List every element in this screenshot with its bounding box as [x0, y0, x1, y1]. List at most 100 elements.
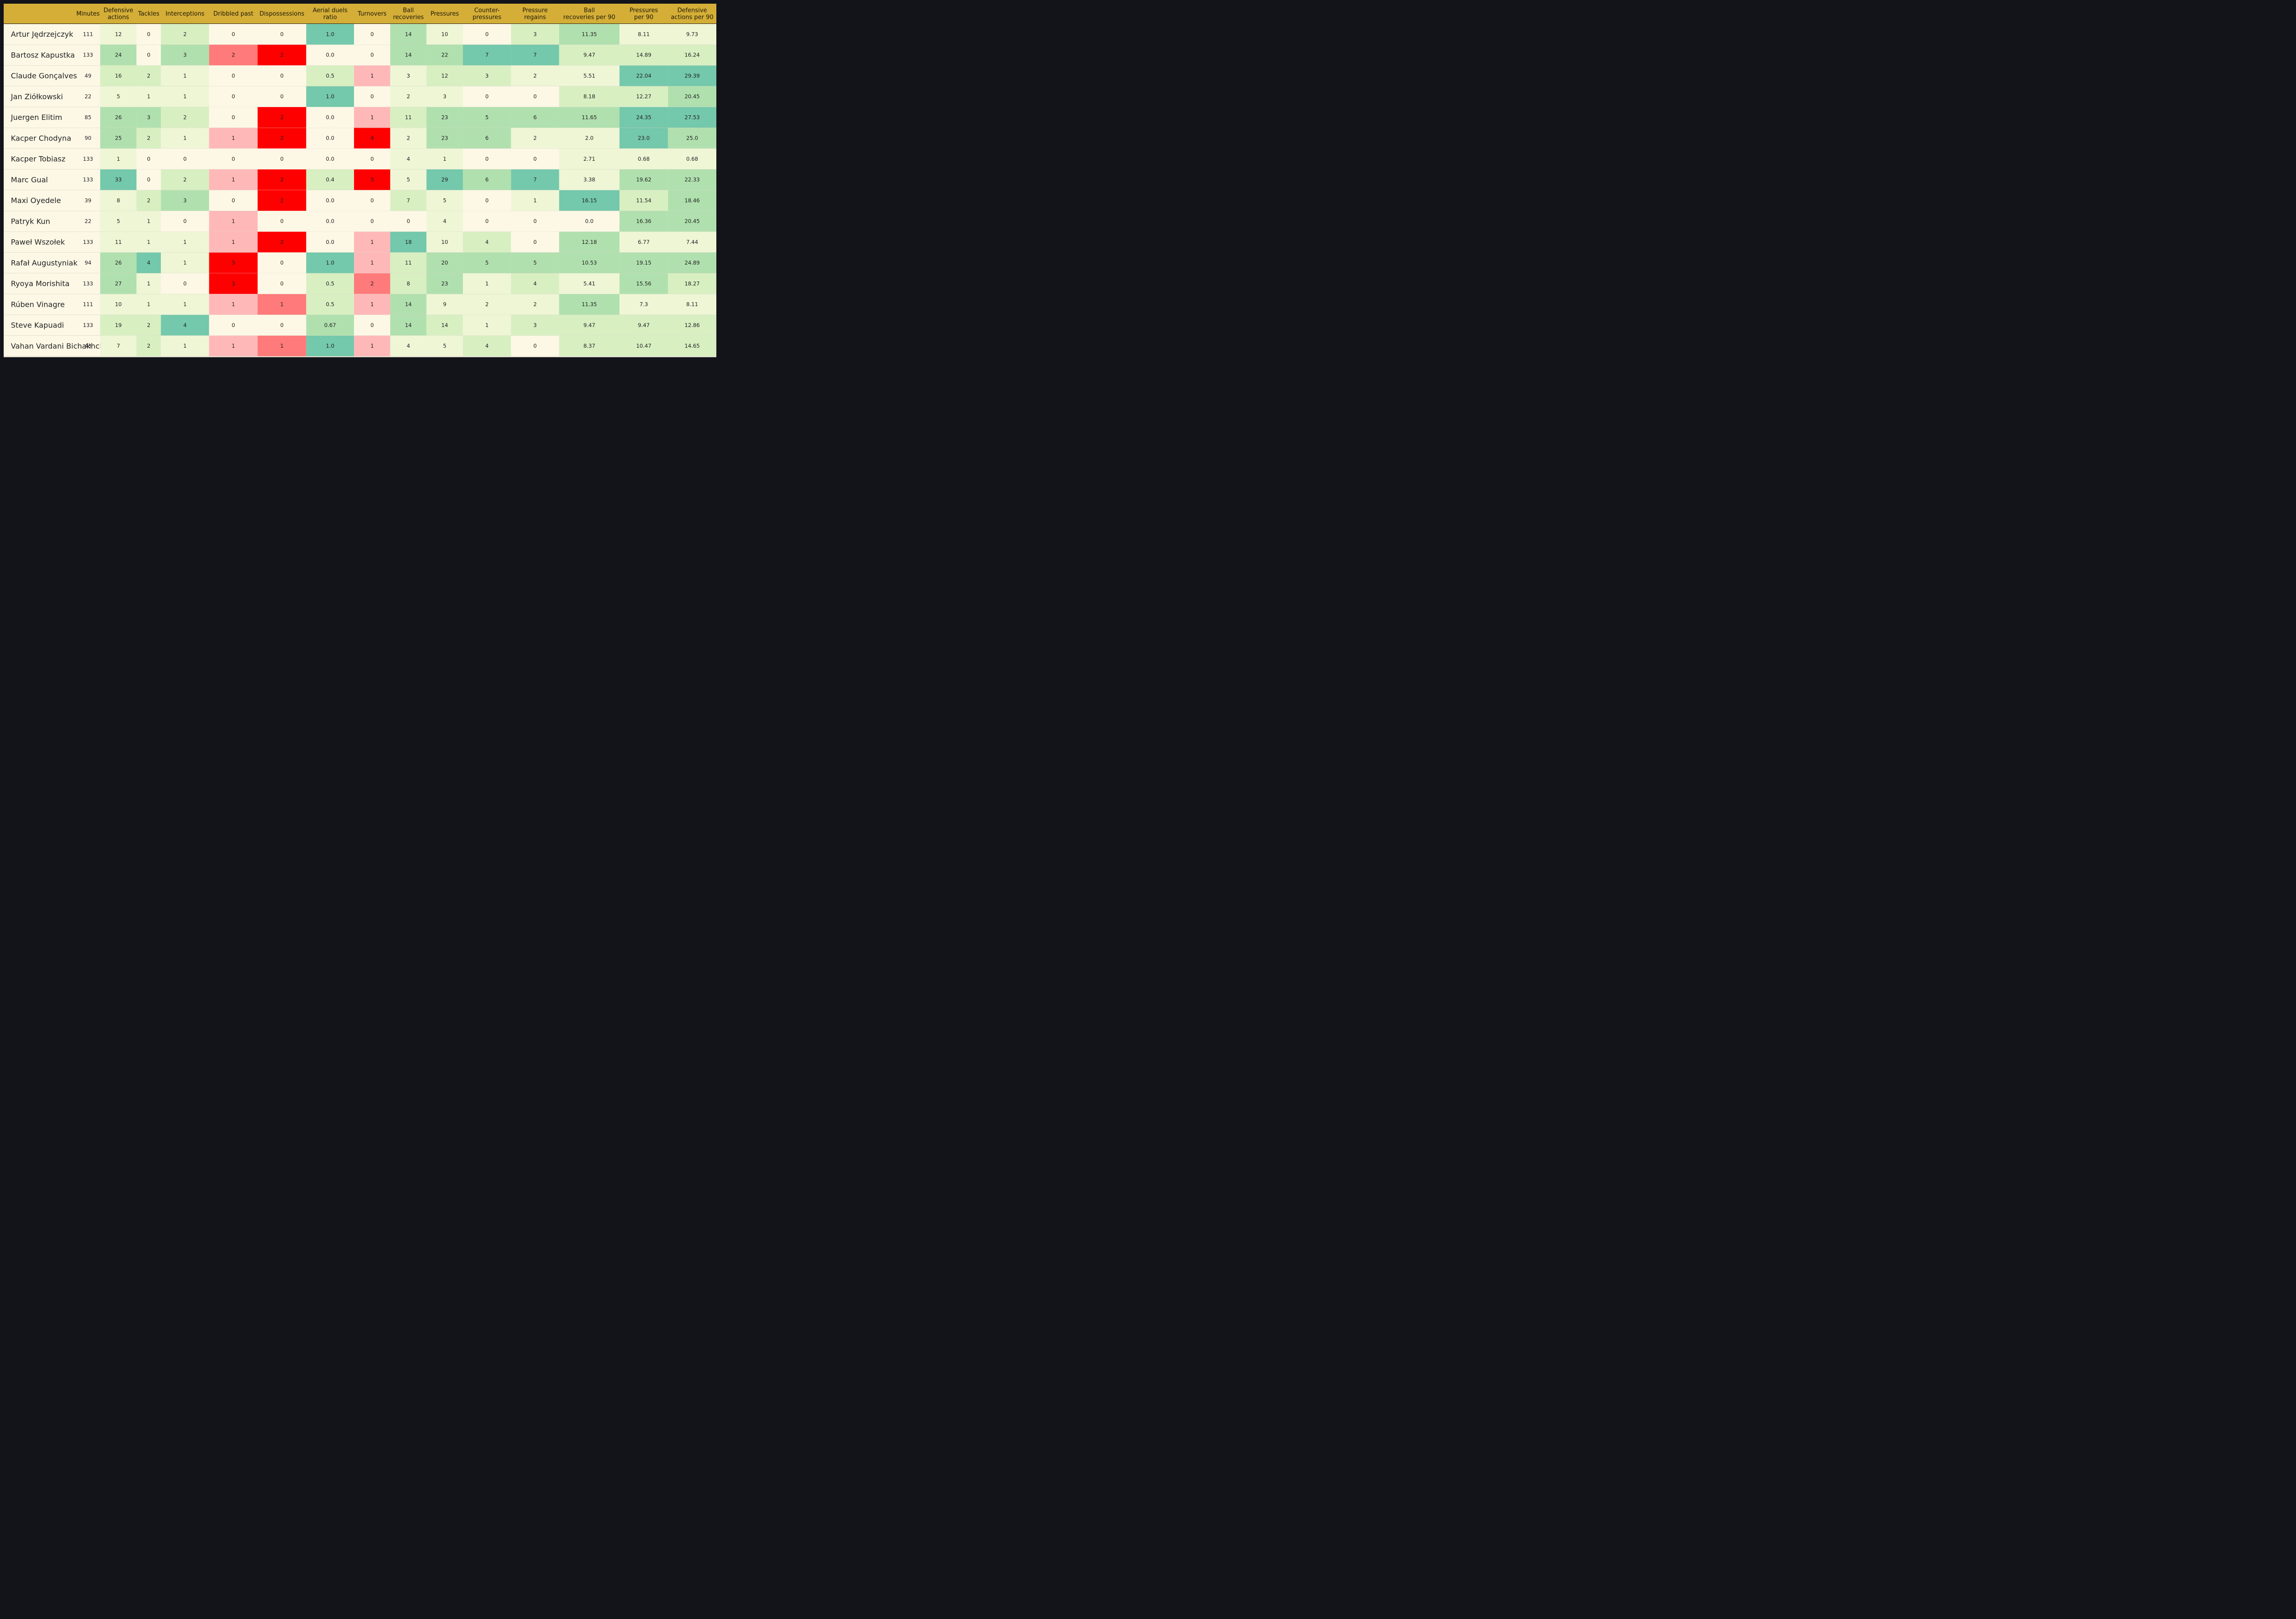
cell-pressures-per-90: 9.47: [619, 315, 668, 336]
player-name: Kacper Tobiasz: [11, 154, 66, 164]
table-row: Rúben Vinagre 111 10 1 1 1 1 0.5 1 14 9 2 2 11.35 7.3 8…: [4, 294, 716, 315]
player-name: Vahan Vardani Bichakhchyan: [11, 341, 118, 350]
cell-minutes: 133: [83, 156, 93, 162]
stats-table-canvas: Minutes Defensive actions Tackles Intercept…: [0, 0, 720, 361]
cell-ball-recoveries-per-90: 8.18: [559, 86, 620, 107]
cell-interceptions: 1: [161, 65, 209, 86]
cell-interceptions: 0: [161, 273, 209, 294]
cell-dispossessions: 2: [257, 128, 306, 149]
cell-tackles: 1: [136, 273, 161, 294]
table-row: Kacper Tobiasz 133 1 0 0 0 0 0.0 0 4 1 0 0 2.71 0.68 0.…: [4, 148, 716, 169]
cell-ball-recoveries: 5: [390, 169, 427, 190]
cell-minutes: 133: [83, 176, 93, 183]
cell-counter-pressures: 6: [463, 128, 511, 149]
player-name: Rúben Vinagre: [11, 300, 65, 309]
cell-defensive-actions-per-90: 16.24: [668, 45, 716, 66]
column-header-dribbled-past: Dribbled past: [213, 10, 253, 17]
player-name: Kacper Chodyna: [11, 134, 72, 143]
cell-ball-recoveries: 3: [390, 65, 427, 86]
cell-dribbled-past: 3: [209, 273, 258, 294]
cell-minutes: 22: [84, 218, 92, 225]
cell-tackles: 3: [136, 107, 161, 128]
player-name: Marc Gual: [11, 175, 48, 184]
cell-interceptions: 2: [161, 169, 209, 190]
cell-pressures-per-90: 14.89: [619, 45, 668, 66]
cell-pressures-per-90: 10.47: [619, 335, 668, 356]
cell-dribbled-past: 1: [209, 128, 258, 149]
cell-pressures: 5: [426, 190, 463, 211]
cell-defensive-actions: 33: [100, 169, 137, 190]
cell-pressure-regains: 2: [511, 128, 559, 149]
cell-counter-pressures: 0: [463, 211, 511, 232]
cell-ball-recoveries-per-90: 9.47: [559, 315, 620, 336]
cell-pressures: 4: [426, 211, 463, 232]
cell-pressure-regains: 7: [511, 45, 559, 66]
cell-aerial-duels-ratio: 0.5: [306, 273, 354, 294]
player-name: Juergen Elitim: [11, 113, 62, 122]
cell-defensive-actions-per-90: 20.45: [668, 86, 716, 107]
cell-counter-pressures: 0: [463, 86, 511, 107]
cell-ball-recoveries: 0: [390, 211, 427, 232]
column-header-pressures-per-90: Pressures per 90: [629, 6, 658, 21]
cell-defensive-actions-per-90: 20.45: [668, 211, 716, 232]
cell-dribbled-past: 1: [209, 335, 258, 356]
cell-aerial-duels-ratio: 0.5: [306, 65, 354, 86]
cell-dribbled-past: 1: [209, 169, 258, 190]
cell-defensive-actions: 7: [100, 335, 137, 356]
cell-pressures: 14: [426, 315, 463, 336]
cell-tackles: 2: [136, 190, 161, 211]
cell-tackles: 2: [136, 65, 161, 86]
cell-counter-pressures: 2: [463, 294, 511, 315]
cell-minutes: 43: [84, 343, 92, 349]
column-header-defensive-actions: Defensive actions: [103, 6, 134, 21]
cell-pressures-per-90: 22.04: [619, 65, 668, 86]
cell-defensive-actions: 10: [100, 294, 137, 315]
cell-pressures: 23: [426, 107, 463, 128]
cell-interceptions: 1: [161, 252, 209, 273]
cell-minutes: 111: [83, 301, 93, 308]
cell-defensive-actions: 5: [100, 211, 137, 232]
cell-pressures-per-90: 23.0: [619, 128, 668, 149]
cell-dispossessions: 2: [257, 190, 306, 211]
cell-ball-recoveries-per-90: 11.35: [559, 24, 620, 45]
cell-tackles: 0: [136, 45, 161, 66]
cell-ball-recoveries: 4: [390, 148, 427, 169]
table-row: Rafał Augustyniak 94 26 4 1 3 0 1.0 1 11 20 5 5 10.53…: [4, 252, 716, 274]
table-row: Kacper Chodyna 90 25 2 1 1 2 0.0 4 2 23 6 2 2.0 23.0 25…: [4, 128, 716, 149]
cell-minutes: 22: [84, 93, 92, 100]
cell-ball-recoveries: 14: [390, 24, 427, 45]
cell-pressure-regains: 3: [511, 24, 559, 45]
cell-aerial-duels-ratio: 0.5: [306, 294, 354, 315]
cell-dribbled-past: 0: [209, 190, 258, 211]
cell-dribbled-past: 1: [209, 294, 258, 315]
cell-ball-recoveries-per-90: 11.35: [559, 294, 620, 315]
cell-tackles: 0: [136, 148, 161, 169]
column-header-dispossessions: Dispossessions: [259, 10, 304, 17]
cell-defensive-actions: 12: [100, 24, 137, 45]
cell-counter-pressures: 1: [463, 273, 511, 294]
cell-dispossessions: 1: [257, 335, 306, 356]
cell-pressure-regains: 0: [511, 211, 559, 232]
cell-ball-recoveries-per-90: 12.18: [559, 231, 620, 253]
cell-pressures-per-90: 15.56: [619, 273, 668, 294]
cell-defensive-actions: 1: [100, 148, 137, 169]
cell-defensive-actions-per-90: 25.0: [668, 128, 716, 149]
cell-pressures: 5: [426, 335, 463, 356]
cell-minutes: 133: [83, 280, 93, 287]
column-header-minutes: Minutes: [76, 10, 100, 17]
cell-aerial-duels-ratio: 0.0: [306, 107, 354, 128]
cell-aerial-duels-ratio: 0.0: [306, 148, 354, 169]
cell-pressures: 1: [426, 148, 463, 169]
cell-aerial-duels-ratio: 1.0: [306, 252, 354, 273]
cell-turnovers: 0: [354, 45, 390, 66]
cell-dispossessions: 2: [257, 231, 306, 253]
table-row: Patryk Kun 22 5 1 0 1 0 0.0 0 0 4 0 0 0.0 16.36 20.45: [4, 211, 716, 232]
cell-counter-pressures: 1: [463, 315, 511, 336]
cell-defensive-actions: 5: [100, 86, 137, 107]
cell-defensive-actions-per-90: 24.89: [668, 252, 716, 273]
table-header: Minutes Defensive actions Tackles Intercept…: [4, 4, 716, 24]
cell-minutes: 111: [83, 31, 93, 38]
cell-aerial-duels-ratio: 1.0: [306, 86, 354, 107]
cell-ball-recoveries-per-90: 5.41: [559, 273, 620, 294]
cell-aerial-duels-ratio: 0.4: [306, 169, 354, 190]
